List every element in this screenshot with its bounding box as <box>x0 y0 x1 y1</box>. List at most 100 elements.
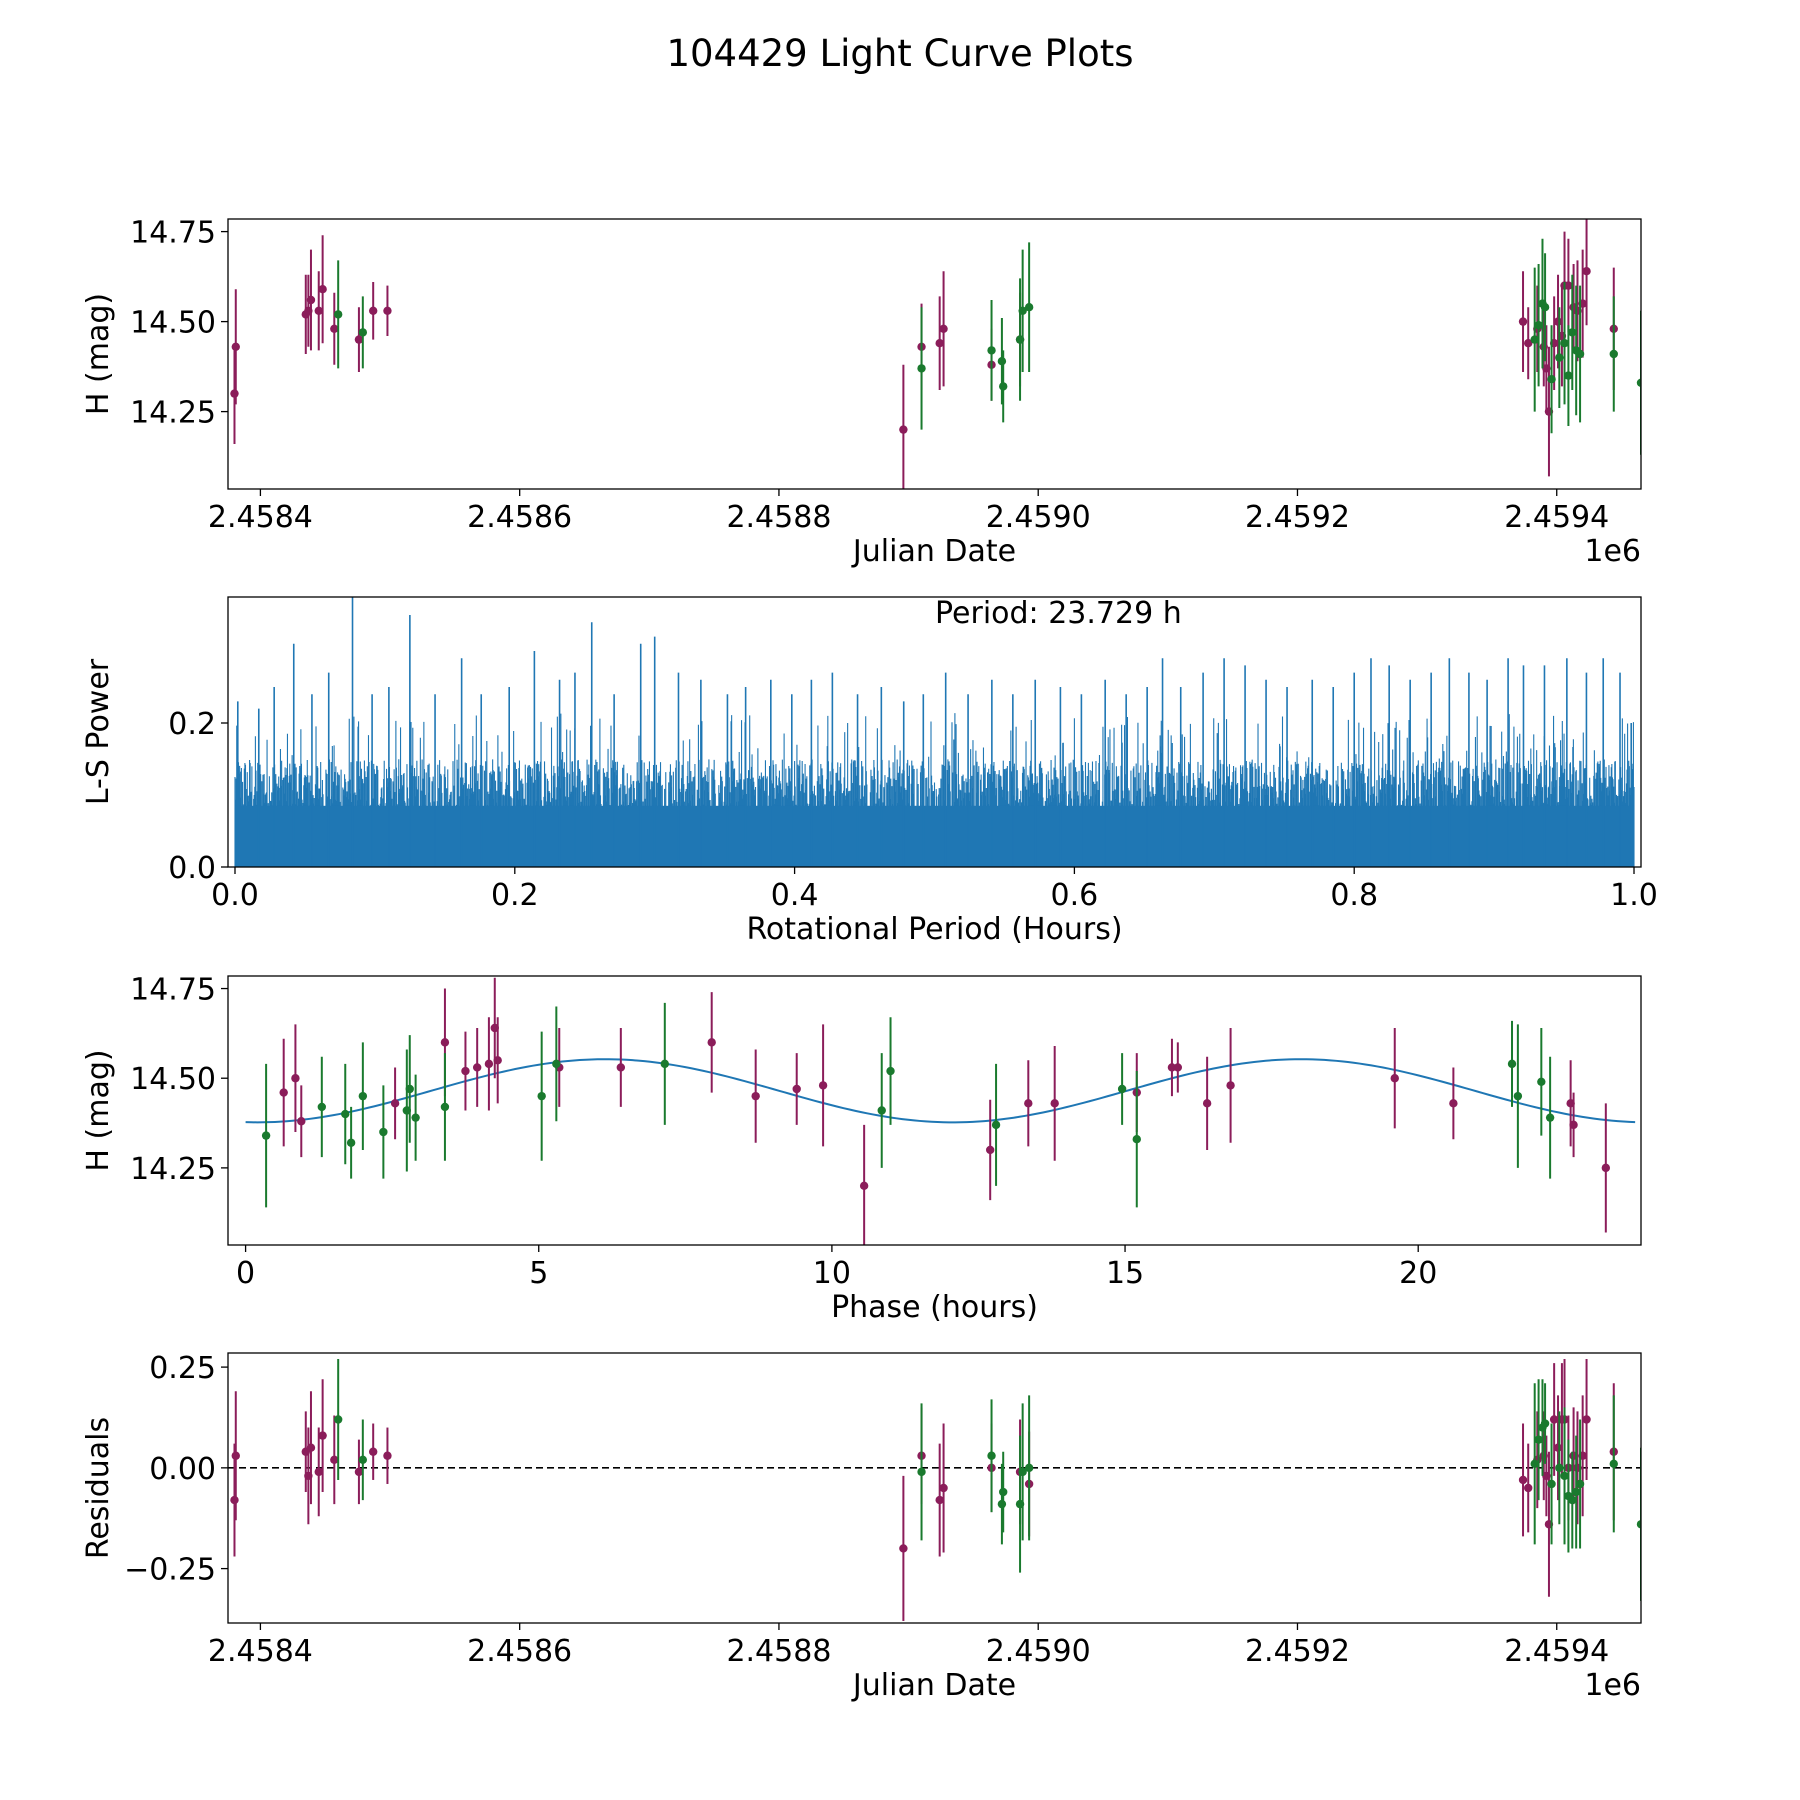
residuals-panel: 2.4584 2.4586 2.4588 2.4590 2.4592 2.4594 −0.2… <box>81 1351 1642 1703</box>
x-tick-label: 2.4584 <box>208 1634 313 1669</box>
lightcurve-point-o <box>1547 375 1556 384</box>
y-tick-label: 14.75 <box>130 973 216 1008</box>
residual-point-o <box>1547 1479 1556 1489</box>
x-axis-label: Julian Date <box>851 1668 1016 1703</box>
phased-point-c <box>484 1059 494 1069</box>
residual-point-c <box>1518 1475 1528 1485</box>
residual-point-c <box>368 1447 378 1456</box>
x-tick-label: 2.4594 <box>1504 1634 1609 1669</box>
residual-point-o <box>358 1455 368 1464</box>
y-tick-label: 14.50 <box>130 306 216 341</box>
residual-point-c <box>231 1451 240 1460</box>
phased-point-o <box>1132 1134 1141 1144</box>
residual-point-o <box>1555 1463 1564 1473</box>
x-tick-label: 0.8 <box>1330 878 1378 913</box>
phased-point-c <box>707 1038 716 1047</box>
phased-plot-area <box>245 977 1636 1245</box>
lightcurve-point-o <box>1560 339 1569 348</box>
y-axis-label: Residuals <box>81 1417 116 1559</box>
phased-point-c <box>1024 1099 1033 1108</box>
phased-point-c <box>291 1074 300 1083</box>
residual-point-o <box>1540 1419 1550 1428</box>
residual-point-c <box>939 1483 948 1493</box>
lightcurve-point-c <box>306 295 316 305</box>
y-tick-label: −0.25 <box>124 1553 216 1588</box>
x-tick-label: 2.4588 <box>726 500 831 535</box>
phased-point-c <box>297 1117 306 1126</box>
lightcurve-point-c <box>368 306 378 315</box>
y-tick-label: 14.25 <box>130 1152 216 1187</box>
lightcurve-point-o <box>1530 335 1539 344</box>
lightcurve-axes-frame <box>227 218 1642 490</box>
y-axis-label: H (mag) <box>81 293 116 415</box>
lightcurve-point-c <box>899 425 908 434</box>
phased-point-o <box>346 1138 356 1147</box>
x-tick-label: 2.4592 <box>1245 500 1350 535</box>
lightcurve-point-o <box>1636 378 1641 387</box>
y-tick-label: 0.2 <box>168 707 216 742</box>
residual-point-c <box>935 1495 944 1505</box>
residual-point-o <box>1571 1487 1581 1497</box>
x-tick-label: 0 <box>236 1256 255 1291</box>
residual-point-c <box>899 1544 908 1553</box>
x-tick-label: 0.6 <box>1051 878 1099 913</box>
phased-point-o <box>1537 1077 1546 1087</box>
x-tick-label: 0.2 <box>491 878 539 913</box>
lightcurve-point-o <box>987 346 996 355</box>
periodogram-plot-area <box>234 597 1635 867</box>
residual-point-o <box>1560 1471 1569 1481</box>
phased-point-o <box>537 1091 546 1101</box>
phased-point-c <box>818 1081 828 1090</box>
phased-point-c <box>1390 1074 1399 1083</box>
x-tick-label: 2.4594 <box>1504 500 1609 535</box>
residual-point-c <box>1549 1415 1559 1424</box>
phased-point-c <box>1167 1063 1177 1072</box>
x-tick-label: 2.4586 <box>467 1634 572 1669</box>
periodogram-axes-frame <box>227 596 1642 868</box>
phased-panel: 0 5 10 15 20 14.25 14.50 14.75 Phase (hours) H (m… <box>81 973 1642 1325</box>
y-axis-label: H (mag) <box>81 1049 116 1171</box>
x-tick-label: 2.4590 <box>986 500 1091 535</box>
x-tick-label: 15 <box>1106 1256 1144 1291</box>
residual-point-o <box>1018 1467 1027 1477</box>
lightcurve-point-c <box>354 335 364 344</box>
lightcurve-point-o <box>917 364 926 373</box>
phased-point-c <box>985 1145 995 1155</box>
lightcurve-point-c <box>330 324 339 333</box>
phased-point-c <box>1226 1081 1235 1090</box>
y-tick-label: 0.00 <box>149 1452 216 1487</box>
phased-point-c <box>1601 1163 1611 1173</box>
phased-axes-frame <box>227 975 1642 1246</box>
phased-point-c <box>440 1038 450 1047</box>
residual-point-o <box>1636 1520 1641 1529</box>
phased-point-o <box>261 1131 271 1140</box>
phased-point-c <box>1173 1063 1183 1072</box>
phased-point-c <box>1569 1120 1578 1130</box>
phased-point-c <box>1449 1099 1458 1108</box>
residuals-axes-frame <box>227 1352 1642 1624</box>
y-tick-label: 14.25 <box>130 396 216 431</box>
lightcurve-point-o <box>997 357 1007 366</box>
model-curve <box>245 1058 1636 1124</box>
residual-point-o <box>1568 1495 1577 1505</box>
residual-point-c <box>1582 1415 1591 1424</box>
residual-point-o <box>1534 1435 1543 1444</box>
x-axis-label: Phase (hours) <box>831 1290 1038 1325</box>
lightcurve-point-c <box>1518 317 1528 326</box>
x-tick-label: 2.4588 <box>726 1634 831 1669</box>
y-tick-label: 14.50 <box>130 1062 216 1097</box>
lightcurve-point-c <box>1564 281 1573 290</box>
figure-title: 104429 Light Curve Plots <box>666 32 1133 75</box>
x-tick-label: 0.0 <box>211 878 259 913</box>
residual-point-o <box>1575 1479 1585 1489</box>
lightcurve-point-o <box>1024 303 1034 312</box>
x-tick-label: 2.4586 <box>467 500 572 535</box>
phased-point-o <box>1507 1059 1517 1069</box>
residual-point-o <box>997 1499 1007 1509</box>
y-tick-label: 0.25 <box>149 1351 216 1386</box>
residual-point-o <box>999 1487 1008 1497</box>
y-tick-label: 0.0 <box>168 851 216 886</box>
x-tick-label: 1.0 <box>1610 878 1658 913</box>
residual-point-c <box>330 1455 339 1464</box>
